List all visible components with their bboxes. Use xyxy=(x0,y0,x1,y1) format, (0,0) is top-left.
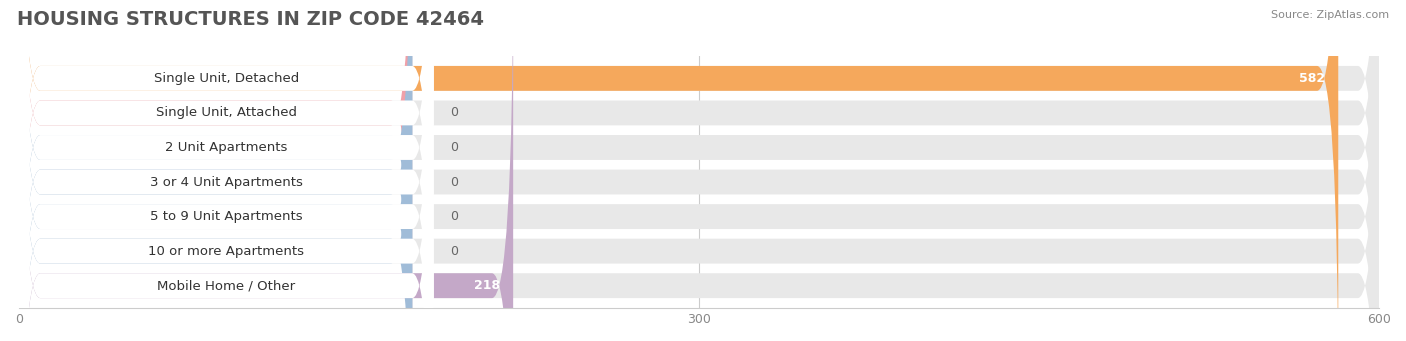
FancyBboxPatch shape xyxy=(20,0,1379,341)
FancyBboxPatch shape xyxy=(20,0,1379,341)
FancyBboxPatch shape xyxy=(20,0,433,341)
FancyBboxPatch shape xyxy=(20,0,433,341)
Text: 218: 218 xyxy=(474,279,501,292)
Text: Source: ZipAtlas.com: Source: ZipAtlas.com xyxy=(1271,10,1389,20)
FancyBboxPatch shape xyxy=(20,0,433,341)
Text: 10 or more Apartments: 10 or more Apartments xyxy=(148,244,304,258)
Text: 0: 0 xyxy=(450,141,458,154)
FancyBboxPatch shape xyxy=(20,0,1339,341)
Text: Single Unit, Attached: Single Unit, Attached xyxy=(156,106,297,119)
Text: 2 Unit Apartments: 2 Unit Apartments xyxy=(165,141,287,154)
FancyBboxPatch shape xyxy=(20,0,412,341)
FancyBboxPatch shape xyxy=(20,0,1379,341)
FancyBboxPatch shape xyxy=(20,0,412,341)
FancyBboxPatch shape xyxy=(20,0,433,341)
FancyBboxPatch shape xyxy=(20,0,433,341)
Text: 0: 0 xyxy=(450,106,458,119)
Text: 5 to 9 Unit Apartments: 5 to 9 Unit Apartments xyxy=(150,210,302,223)
FancyBboxPatch shape xyxy=(20,0,1379,341)
Text: Single Unit, Detached: Single Unit, Detached xyxy=(153,72,299,85)
FancyBboxPatch shape xyxy=(20,0,412,341)
FancyBboxPatch shape xyxy=(20,0,1379,341)
Text: 3 or 4 Unit Apartments: 3 or 4 Unit Apartments xyxy=(150,176,302,189)
Text: 582: 582 xyxy=(1299,72,1326,85)
Text: 0: 0 xyxy=(450,244,458,258)
Text: Mobile Home / Other: Mobile Home / Other xyxy=(157,279,295,292)
Text: 0: 0 xyxy=(450,176,458,189)
FancyBboxPatch shape xyxy=(20,0,433,341)
FancyBboxPatch shape xyxy=(20,0,412,341)
Text: 0: 0 xyxy=(450,210,458,223)
FancyBboxPatch shape xyxy=(20,0,513,341)
Text: HOUSING STRUCTURES IN ZIP CODE 42464: HOUSING STRUCTURES IN ZIP CODE 42464 xyxy=(17,10,484,29)
FancyBboxPatch shape xyxy=(20,0,433,341)
FancyBboxPatch shape xyxy=(20,0,412,341)
FancyBboxPatch shape xyxy=(20,0,1379,341)
FancyBboxPatch shape xyxy=(20,0,1379,341)
